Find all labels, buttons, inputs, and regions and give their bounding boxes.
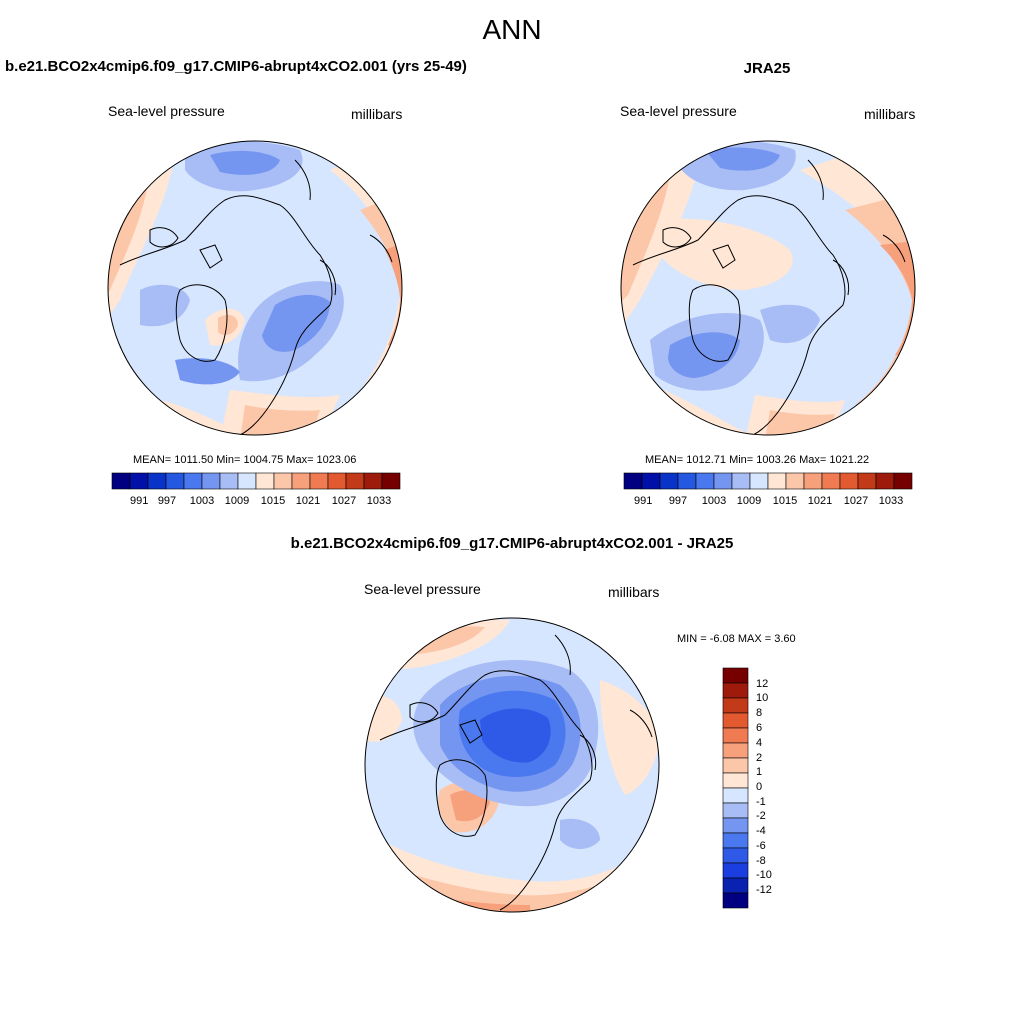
diff-colorbar-tick: 0 <box>756 781 763 793</box>
obs-colorbar-swatch <box>821 472 841 490</box>
diff-colorbar-swatch <box>722 832 749 849</box>
figure-title: ANN <box>482 14 542 45</box>
obs-colorbar-swatch <box>857 472 877 490</box>
obs-colorbar-swatch <box>641 472 661 490</box>
diff-colorbar-swatch <box>722 757 749 774</box>
model-colorbar <box>111 472 401 490</box>
obs-colorbar-swatch <box>839 472 859 490</box>
obs-colorbar-tick: 1033 <box>878 495 904 507</box>
diff-colorbar-swatch <box>722 772 749 789</box>
diff-colorbar-tick: 10 <box>756 692 769 704</box>
obs-colorbar-tick: 1003 <box>701 495 727 507</box>
model-panel-title: b.e21.BCO2x4cmip6.f09_g17.CMIP6-abrupt4x… <box>5 58 467 75</box>
model-colorbar-swatch <box>219 472 239 490</box>
obs-units-label: millibars <box>864 106 916 122</box>
diff-colorbar-swatch <box>722 712 749 729</box>
obs-colorbar-swatch <box>623 472 643 490</box>
model-colorbar-tick: 1015 <box>260 495 286 507</box>
diff-colorbar-swatch <box>722 727 749 744</box>
diff-colorbar-tick: 6 <box>756 722 763 734</box>
obs-colorbar-tick: 991 <box>634 495 653 507</box>
diff-variable-label: Sea-level pressure <box>364 581 481 597</box>
obs-colorbar-swatch <box>659 472 679 490</box>
model-colorbar-tick: 997 <box>157 495 177 507</box>
obs-colorbar-swatch <box>893 472 913 490</box>
model-variable-label: Sea-level pressure <box>108 103 225 119</box>
model-colorbar-swatch <box>309 472 329 490</box>
obs-colorbar-swatch <box>677 472 697 490</box>
diff-colorbar-tick: 1 <box>756 766 763 778</box>
model-colorbar-tick: 1009 <box>224 495 250 507</box>
model-colorbar-swatch <box>255 472 275 490</box>
diff-colorbar-tick: 8 <box>756 707 763 719</box>
model-colorbar-tick: 1033 <box>366 495 392 507</box>
diff-colorbar-swatch <box>722 847 749 864</box>
diff-colorbar-swatch <box>722 667 749 684</box>
obs-colorbar-swatch <box>803 472 823 490</box>
model-colorbar-tick: 991 <box>130 495 149 507</box>
diff-colorbar-swatch <box>722 682 749 699</box>
obs-panel-title: JRA25 <box>743 60 791 77</box>
model-colorbar-swatch <box>183 472 203 490</box>
obs-colorbar-tick: 1021 <box>807 495 833 507</box>
obs-colorbar-swatch <box>713 472 733 490</box>
model-colorbar-swatch <box>345 472 365 490</box>
diff-colorbar-swatch <box>722 892 749 909</box>
diff-colorbar-tick: -6 <box>756 840 766 852</box>
obs-colorbar-swatch <box>749 472 769 490</box>
diff-colorbar-tick: 4 <box>756 737 763 749</box>
diff-panel-title: b.e21.BCO2x4cmip6.f09_g17.CMIP6-abrupt4x… <box>290 535 734 552</box>
model-colorbar-swatch <box>129 472 149 490</box>
diff-colorbar-tick: -12 <box>756 884 772 896</box>
diff-colorbar-swatch <box>722 817 749 834</box>
obs-stats: MEAN= 1012.71 Min= 1003.26 Max= 1021.22 <box>645 454 870 466</box>
obs-colorbar-swatch <box>695 472 715 490</box>
obs-colorbar-tick: 1027 <box>843 495 869 507</box>
model-colorbar-swatch <box>327 472 347 490</box>
diff-colorbar-swatch <box>722 697 749 714</box>
diff-colorbar-swatch <box>722 802 749 819</box>
diff-stats: MIN = -6.08 MAX = 3.60 <box>677 633 796 645</box>
diff-units-label: millibars <box>608 584 660 600</box>
diff-colorbar-tick: -2 <box>756 810 766 822</box>
diff-colorbar-swatch <box>722 862 749 879</box>
diff-colorbar-swatch <box>722 877 749 894</box>
obs-variable-label: Sea-level pressure <box>620 103 737 119</box>
obs-colorbar-swatch <box>875 472 895 490</box>
model-colorbar-swatch <box>237 472 257 490</box>
model-colorbar-swatch <box>147 472 167 490</box>
obs-colorbar-swatch <box>785 472 805 490</box>
diff-colorbar-tick: 2 <box>756 752 763 764</box>
model-colorbar-tick: 1021 <box>295 495 321 507</box>
model-colorbar-swatch <box>273 472 293 490</box>
model-colorbar-swatch <box>381 472 401 490</box>
model-colorbar-swatch <box>201 472 221 490</box>
diff-colorbar <box>722 667 749 909</box>
obs-map <box>620 140 916 436</box>
model-colorbar-swatch <box>291 472 311 490</box>
model-colorbar-tick: 1003 <box>189 495 215 507</box>
obs-colorbar-tick: 997 <box>668 495 688 507</box>
obs-colorbar-swatch <box>731 472 751 490</box>
diff-colorbar-tick: 12 <box>756 678 769 690</box>
model-stats: MEAN= 1011.50 Min= 1004.75 Max= 1023.06 <box>133 454 357 466</box>
model-map <box>107 140 403 436</box>
model-colorbar-tick: 1027 <box>331 495 357 507</box>
diff-colorbar-tick: -1 <box>756 796 766 808</box>
diff-map <box>364 617 660 913</box>
model-colorbar-swatch <box>363 472 383 490</box>
model-colorbar-swatch <box>165 472 185 490</box>
model-units-label: millibars <box>351 106 403 122</box>
obs-colorbar-tick: 1009 <box>736 495 762 507</box>
diff-colorbar-tick: -8 <box>756 855 766 867</box>
diff-colorbar-tick: -10 <box>756 869 772 881</box>
diff-colorbar-tick: -4 <box>756 825 766 837</box>
obs-colorbar <box>623 472 913 490</box>
model-colorbar-swatch <box>111 472 131 490</box>
diff-colorbar-swatch <box>722 742 749 759</box>
obs-colorbar-swatch <box>767 472 787 490</box>
obs-colorbar-tick: 1015 <box>772 495 798 507</box>
diff-colorbar-swatch <box>722 787 749 804</box>
